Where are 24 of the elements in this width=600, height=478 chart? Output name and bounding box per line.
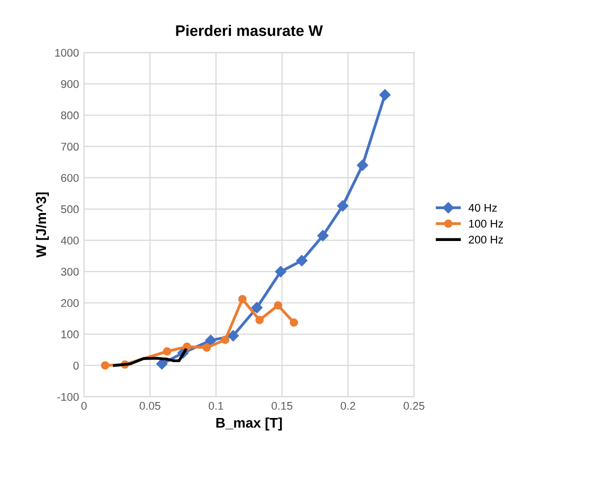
y-tick-label: 200 [61, 299, 79, 308]
x-tick-label: 0.15 [272, 402, 292, 410]
x-tick-label: 0 [81, 402, 87, 410]
y-axis-title: W [J/m^3] [36, 192, 49, 258]
x-tick-label: 0.25 [404, 402, 424, 410]
y-tick-label: 1000 [55, 48, 79, 57]
legend-label: 40 Hz [468, 204, 497, 212]
x-tick-label: 0.2 [340, 402, 356, 410]
x-tick-label: 0.1 [208, 402, 224, 410]
y-tick-label: -100 [57, 393, 79, 401]
y-tick-label: 700 [61, 142, 79, 151]
y-tick-label: 100 [61, 330, 79, 338]
y-tick-label: 400 [60, 236, 79, 244]
y-tick-label: 300 [61, 268, 79, 276]
y-tick-label: 800 [61, 111, 79, 120]
x-axis-title: B_max [T] [216, 418, 282, 430]
y-tick-label: 0 [73, 362, 79, 370]
legend-label: 200 Hz [468, 236, 503, 244]
y-tick-label: 900 [61, 80, 79, 88]
chart-title: Pierderi masurate W [176, 24, 323, 36]
x-tick-label: 0.05 [140, 402, 160, 410]
y-tick-label: 600 [61, 174, 79, 182]
legend-label: 100 Hz [469, 220, 503, 228]
y-tick-label: 500 [61, 205, 79, 214]
